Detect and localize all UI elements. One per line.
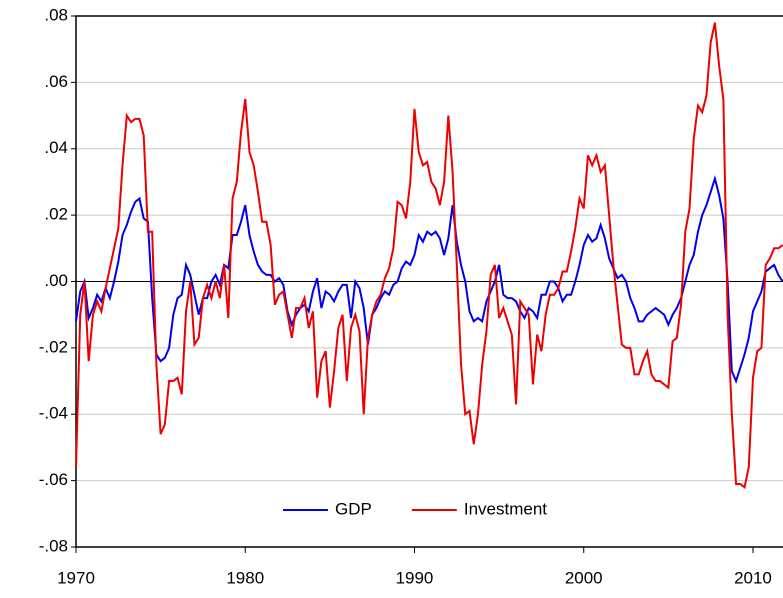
legend-label: Investment (464, 499, 547, 518)
x-tick-label: 2000 (565, 568, 603, 587)
x-tick-label: 1970 (57, 568, 95, 587)
legend-label: GDP (335, 499, 372, 518)
x-tick-label: 1990 (396, 568, 434, 587)
x-tick-label: 2010 (734, 568, 772, 587)
series-line (75, 22, 783, 490)
y-tick-label: .08 (44, 5, 68, 24)
y-tick-label: -.06 (39, 470, 68, 489)
y-tick-label: .04 (44, 138, 68, 157)
y-tick-label: -.08 (39, 536, 68, 555)
y-tick-label: -.04 (39, 404, 68, 423)
x-tick-label: 1980 (226, 568, 264, 587)
series-line (75, 174, 783, 384)
y-tick-label: -.02 (39, 337, 68, 356)
y-tick-label: .02 (44, 205, 68, 224)
y-tick-label: .00 (44, 271, 68, 290)
plot-frame (75, 15, 783, 548)
y-tick-label: .06 (44, 72, 68, 91)
